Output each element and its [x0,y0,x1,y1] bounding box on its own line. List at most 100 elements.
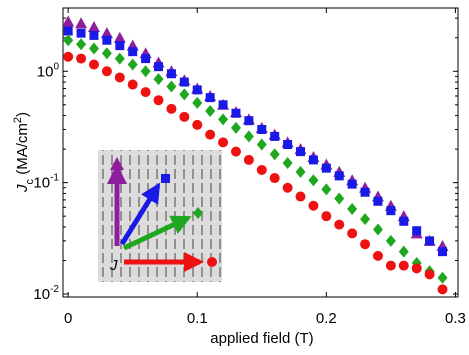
circle-point [114,72,125,83]
circle-point [205,129,216,140]
square-point [76,28,86,38]
circle-point [295,191,306,202]
square-point [179,77,189,87]
x-tick-label: 0.1 [187,310,208,327]
y-tick-label: 100 [37,61,60,80]
circle-point [321,211,332,222]
y-label-part: 2 [12,117,24,123]
circle-point [153,95,164,106]
triangle-point [62,15,75,27]
circle-point [127,79,138,90]
circle-point [101,66,112,77]
circle-point [437,284,448,295]
x-axis-label: applied field (T) [210,330,313,347]
diamond-point [205,104,216,117]
square-point [270,131,280,141]
square-point [192,85,202,95]
triangle-point [113,31,126,43]
circle-point [88,59,99,70]
square-point [373,196,383,206]
square-point [425,236,435,246]
diamond-point [179,88,190,101]
circle-point [230,146,241,157]
square-point [257,125,267,135]
diamond-point [88,42,99,55]
plot-frame [62,7,459,298]
diamond-point [347,202,358,215]
circle-point [411,263,422,274]
diamond-point [140,65,151,78]
circle-point [140,87,151,98]
diamond-point [398,245,409,258]
diamond-point [437,271,448,284]
square-point [89,30,99,40]
y-tick-label: 10-1 [33,173,59,192]
diamond-point [256,138,267,151]
x-tick-label: 0.3 [445,310,466,327]
circle-point [218,137,229,148]
diamond-point [269,148,280,161]
diamond-point [166,80,177,93]
circle-point [360,239,371,250]
diamond-point [334,192,345,205]
circle-point [192,119,203,130]
circle-point [372,250,383,261]
circle-point [76,53,87,64]
square-point [296,147,306,157]
square-point [308,155,318,165]
circle-point [282,182,293,193]
square-point [347,179,357,189]
circle-point [424,269,435,280]
diamond-point [372,223,383,236]
x-tick-label: 0 [64,310,72,327]
square-point [218,100,228,110]
diamond-point [218,113,229,126]
triangle-point [87,20,100,32]
circle-point [63,51,74,62]
y-label-part: (MA/cm [14,123,31,179]
square-point [63,26,73,36]
triangle-point [75,17,88,29]
square-point [154,62,164,72]
circle-point [308,200,319,211]
x-tick-label: 0.2 [316,310,337,327]
y-tick-label: 10-2 [33,284,59,303]
y-label-part: c [24,178,36,184]
square-point [141,54,151,64]
square-point [166,69,176,79]
square-point [231,108,241,118]
diamond-point [101,47,112,60]
diamond-point [282,157,293,170]
circle-point [334,219,345,230]
circle-point [269,173,280,184]
diamond-point [230,121,241,134]
diamond-point [127,58,138,71]
circle-point [243,154,254,165]
y-axis-label: Jc (MA/cm2) [12,112,36,193]
square-point [334,171,344,181]
square-point [205,93,215,103]
square-point [128,47,138,57]
y-label-part: J [14,184,31,193]
diamond-point [360,213,371,226]
circle-point [179,111,190,122]
diamond-point [308,174,319,187]
square-point [399,216,409,226]
square-point [102,35,112,45]
inset-label: J [109,257,118,274]
y-label-part: ) [14,112,31,117]
diamond-point [76,38,87,51]
square-point [386,206,396,216]
triangle-point [100,27,113,39]
square-point [115,41,125,51]
circle-point [347,228,358,239]
diamond-point [63,34,74,47]
circle-point [166,103,177,114]
circle-point [398,260,409,271]
diamond-point [321,183,332,196]
circle-point [385,260,396,271]
diamond-point [114,52,125,65]
diamond-point [192,96,203,109]
circle-point [256,164,267,175]
